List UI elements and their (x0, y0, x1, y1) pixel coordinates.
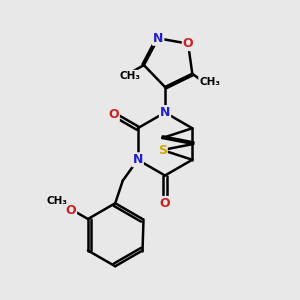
Text: O: O (160, 197, 170, 210)
Text: N: N (133, 153, 143, 166)
Text: S: S (158, 143, 167, 157)
Text: O: O (65, 203, 76, 217)
Text: CH₃: CH₃ (199, 77, 220, 87)
Text: N: N (153, 32, 163, 45)
Text: CH₃: CH₃ (46, 196, 67, 206)
Text: O: O (108, 108, 119, 121)
Text: CH₃: CH₃ (119, 71, 140, 81)
Text: N: N (160, 106, 170, 119)
Text: O: O (183, 37, 194, 50)
